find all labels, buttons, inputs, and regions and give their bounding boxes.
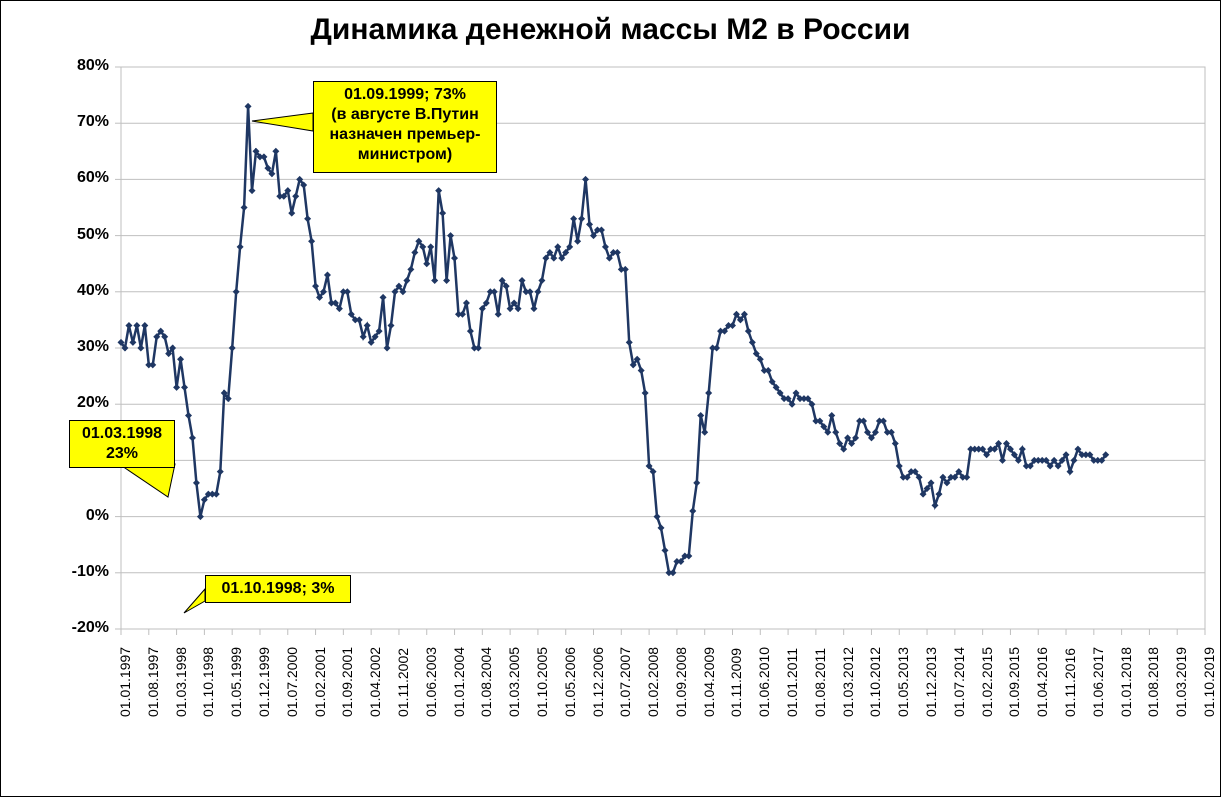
x-tick-label: 01.10.1998 xyxy=(200,647,216,717)
x-tick-label: 01.07.2007 xyxy=(617,647,633,717)
y-tick-label: -10% xyxy=(72,563,109,581)
x-tick-label: 01.11.2002 xyxy=(395,648,411,717)
x-tick-label: 01.10.2012 xyxy=(867,647,883,717)
y-tick-label: 0% xyxy=(86,507,109,525)
y-tick-label: 40% xyxy=(77,282,109,300)
x-tick-label: 01.02.2008 xyxy=(645,647,661,717)
x-tick-label: 01.01.2018 xyxy=(1118,647,1134,717)
x-tick-label: 01.12.2006 xyxy=(590,647,606,717)
y-tick-label: 20% xyxy=(77,394,109,412)
y-tick-label: -20% xyxy=(72,619,109,637)
x-tick-label: 01.01.2004 xyxy=(451,647,467,717)
x-tick-label: 01.09.2001 xyxy=(339,647,355,717)
x-tick-label: 01.08.2011 xyxy=(812,648,828,717)
x-tick-label: 01.07.2014 xyxy=(951,647,967,717)
x-tick-label: 01.05.2006 xyxy=(562,647,578,717)
x-tick-label: 01.03.1998 xyxy=(173,647,189,717)
x-tick-label: 01.05.1999 xyxy=(228,647,244,717)
x-tick-label: 01.05.2013 xyxy=(895,647,911,717)
x-tick-label: 01.06.2010 xyxy=(756,647,772,717)
x-tick-label: 01.04.2002 xyxy=(367,647,383,717)
x-tick-label: 01.02.2001 xyxy=(312,647,328,717)
x-tick-label: 01.07.2000 xyxy=(284,647,300,717)
x-tick-label: 01.12.2013 xyxy=(923,647,939,717)
y-tick-label: 80% xyxy=(77,57,109,75)
x-tick-label: 01.01.2011 xyxy=(784,648,800,717)
y-tick-label: 30% xyxy=(77,338,109,356)
chart-frame: Динамика денежной массы М2 в России -20%… xyxy=(0,0,1221,797)
x-tick-label: 01.01.1997 xyxy=(117,647,133,717)
x-tick-label: 01.12.1999 xyxy=(256,647,272,717)
x-tick-label: 01.03.2012 xyxy=(840,647,856,717)
y-tick-label: 60% xyxy=(77,169,109,187)
x-tick-label: 01.03.2019 xyxy=(1173,647,1189,717)
x-tick-label: 01.09.2015 xyxy=(1006,647,1022,717)
callout-c1998mar: 01.03.199823% xyxy=(69,420,175,468)
callout-c1998oct: 01.10.1998; 3% xyxy=(205,575,351,603)
x-tick-label: 01.11.2016 xyxy=(1062,648,1078,717)
x-tick-label: 01.09.2008 xyxy=(673,647,689,717)
callout-c1999sep: 01.09.1999; 73%(в августе В.Путинназначе… xyxy=(313,81,497,173)
x-tick-label: 01.10.2019 xyxy=(1201,647,1217,717)
y-tick-label: 70% xyxy=(77,113,109,131)
y-tick-label: 50% xyxy=(77,226,109,244)
x-tick-label: 01.02.2015 xyxy=(979,647,995,717)
x-tick-label: 01.06.2017 xyxy=(1090,647,1106,717)
x-tick-label: 01.10.2005 xyxy=(534,647,550,717)
x-tick-label: 01.03.2005 xyxy=(506,647,522,717)
x-tick-label: 01.08.2018 xyxy=(1145,647,1161,717)
x-tick-label: 01.04.2016 xyxy=(1034,647,1050,717)
x-tick-label: 01.08.1997 xyxy=(145,647,161,717)
x-tick-label: 01.04.2009 xyxy=(701,647,717,717)
x-tick-label: 01.06.2003 xyxy=(423,647,439,717)
x-tick-label: 01.08.2004 xyxy=(478,647,494,717)
x-tick-label: 01.11.2009 xyxy=(728,648,744,717)
